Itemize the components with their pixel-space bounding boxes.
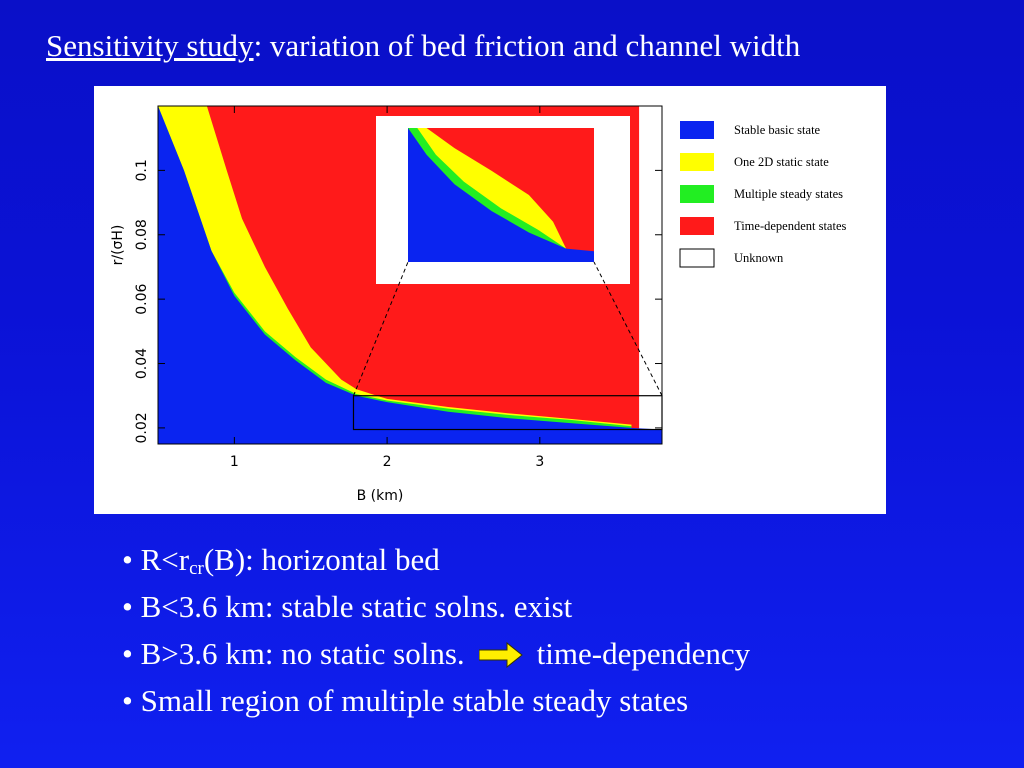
bullet-dot: • [122, 542, 133, 577]
y-axis-label: r/(σH) [110, 225, 126, 266]
bullet-item-1: • R<rcr(B): horizontal bed [122, 536, 982, 583]
bullet-text: R<rcr(B): horizontal bed [140, 542, 440, 579]
plot-frame [157, 105, 663, 445]
title-rest: : variation of bed friction and channel … [253, 28, 801, 63]
y-tick-label: 0.04 [134, 348, 150, 379]
y-tick-label: 0.06 [134, 283, 150, 314]
bullet-text: B<3.6 km: stable static solns. exist [140, 589, 573, 624]
x-tick-label: 2 [383, 454, 392, 470]
legend-label: Unknown [734, 251, 784, 265]
bullet-list: • R<rcr(B): horizontal bed • B<3.6 km: s… [122, 536, 982, 724]
bullet-text-sub: cr [189, 558, 204, 579]
bullet-dot: • [122, 683, 133, 718]
inset-stable-basic-region [408, 128, 594, 262]
legend-swatch [680, 121, 714, 139]
legend-label: Time-dependent states [734, 219, 847, 233]
legend-swatch [679, 248, 715, 268]
unknown-region [639, 106, 662, 444]
bullet-item-2: • B<3.6 km: stable static solns. exist [122, 583, 982, 630]
bullet-item-4: • Small region of multiple stable steady… [122, 677, 982, 724]
legend-swatch [680, 153, 714, 171]
x-tick-label: 3 [535, 454, 544, 470]
y-tick-label: 0.1 [134, 159, 150, 181]
y-tick-label: 0.02 [134, 412, 150, 443]
bullet-text-before-arrow: B>3.6 km: no static solns. [140, 636, 465, 671]
zoom-connector-left [353, 261, 409, 396]
x-tick-label: 1 [230, 454, 239, 470]
bullet-text-after-arrow: time-dependency [536, 636, 751, 671]
bullet-dot: • [122, 636, 133, 671]
zoom-box [352, 395, 663, 431]
y-tick-label: 0.08 [134, 219, 150, 250]
bullet-text: Small region of multiple stable steady s… [140, 683, 689, 718]
slide-title: Sensitivity study: variation of bed fric… [46, 26, 1016, 66]
title-underlined: Sensitivity study [46, 28, 254, 63]
stable-basic-region [158, 106, 662, 444]
bullet-text-post: (B): horizontal bed [203, 542, 440, 577]
bullet-dot: • [122, 589, 133, 624]
x-axis-label: B (km) [357, 488, 404, 504]
legend-swatch [680, 217, 714, 235]
stability-diagram-figure: 1 2 3 0.02 0.04 0.06 0.08 0.1 B (km) r/(σH) Stable… [94, 86, 886, 514]
legend-label: Stable basic state [734, 123, 821, 137]
bullet-item-3: • B>3.6 km: no static solns. time-depend… [122, 630, 982, 677]
legend-label: Multiple steady states [734, 187, 843, 201]
bullet-text-pre: R<r [140, 542, 190, 577]
legend-label: One 2D static state [734, 155, 829, 169]
right-arrow-icon [478, 642, 523, 668]
legend-swatch [680, 185, 714, 203]
stability-diagram: 1 2 3 0.02 0.04 0.06 0.08 0.1 B (km) r/(σH) Stable… [110, 105, 847, 504]
